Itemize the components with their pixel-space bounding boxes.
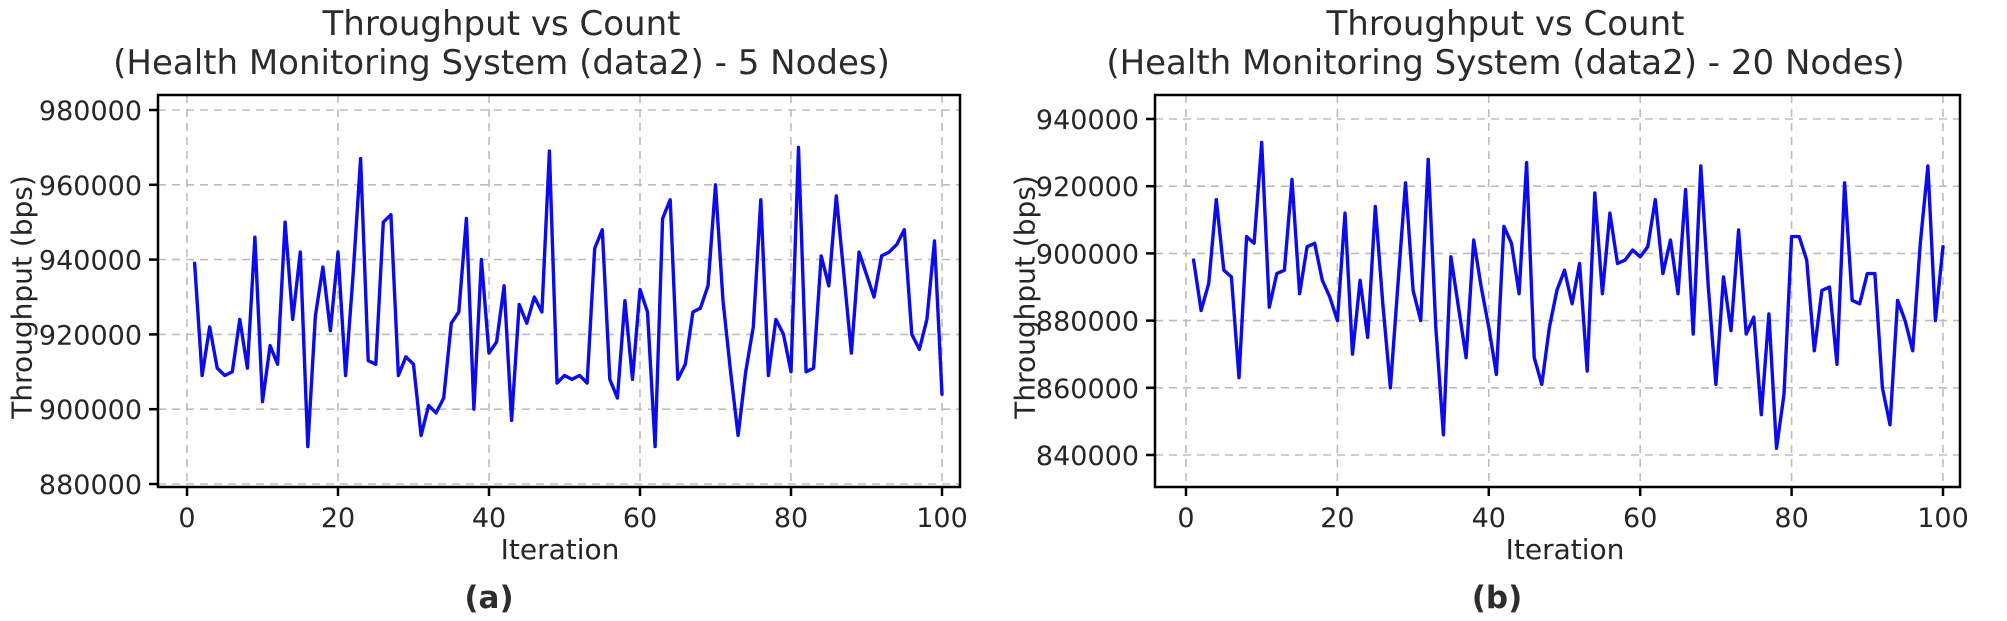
plot-area: 840000 860000 880000 900000 920000 940000 0 20 4… <box>1036 93 1969 534</box>
y-tick-label: 880000 <box>1036 307 1139 338</box>
x-tick-label: 20 <box>321 503 355 534</box>
x-axis-label: Iteration <box>500 533 620 566</box>
x-tick-label: 0 <box>178 503 195 534</box>
subplot-caption-a: (a) <box>464 580 514 616</box>
y-tick-label: 940000 <box>39 246 142 277</box>
chart-throughput-20-nodes: Throughput vs Count (Health Monitoring S… <box>1004 0 2007 621</box>
x-tick-label: 60 <box>1623 503 1657 534</box>
x-tick-label: 100 <box>916 503 968 534</box>
y-tick-label: 900000 <box>39 395 142 426</box>
x-axis-label: Iteration <box>1505 533 1625 566</box>
chart-title: Throughput vs Count (Health Monitoring S… <box>0 5 1003 83</box>
throughput-line-series <box>1191 140 1945 450</box>
y-tick-label: 920000 <box>39 320 142 351</box>
chart-throughput-5-nodes: Throughput vs Count (Health Monitoring S… <box>0 0 1003 621</box>
y-tick-label: 920000 <box>1036 172 1139 203</box>
y-tick-label: 960000 <box>39 171 142 202</box>
y-tick-label: 900000 <box>1036 239 1139 270</box>
y-tick-label: 860000 <box>1036 374 1139 405</box>
subplot-caption-b: (b) <box>1471 580 1523 616</box>
x-tick-label: 40 <box>1472 503 1506 534</box>
y-tick-label: 980000 <box>39 96 142 127</box>
chart-title-line1: Throughput vs Count <box>1326 4 1685 44</box>
y-tick-label: 880000 <box>39 470 142 501</box>
chart-title-line1: Throughput vs Count <box>322 4 681 44</box>
x-tick-label: 100 <box>1917 503 1969 534</box>
x-tick-label: 20 <box>1320 503 1354 534</box>
throughput-line-series <box>192 145 944 449</box>
x-tick-label: 0 <box>1177 503 1194 534</box>
chart-title: Throughput vs Count (Health Monitoring S… <box>1004 5 2007 83</box>
x-tick-label: 40 <box>472 503 506 534</box>
y-tick-label: 840000 <box>1036 441 1139 472</box>
y-tick-label: 940000 <box>1036 105 1139 136</box>
chart-title-line2: (Health Monitoring System (data2) - 20 N… <box>1106 43 1905 83</box>
chart-title-line2: (Health Monitoring System (data2) - 5 No… <box>113 43 890 83</box>
x-tick-label: 80 <box>774 503 808 534</box>
axes-box <box>1153 93 1962 489</box>
x-tick-label: 80 <box>1774 503 1808 534</box>
plot-area: 880000 900000 920000 940000 960000 980000 0 20 4… <box>39 93 968 534</box>
axes-box <box>156 93 962 489</box>
x-tick-label: 60 <box>623 503 657 534</box>
